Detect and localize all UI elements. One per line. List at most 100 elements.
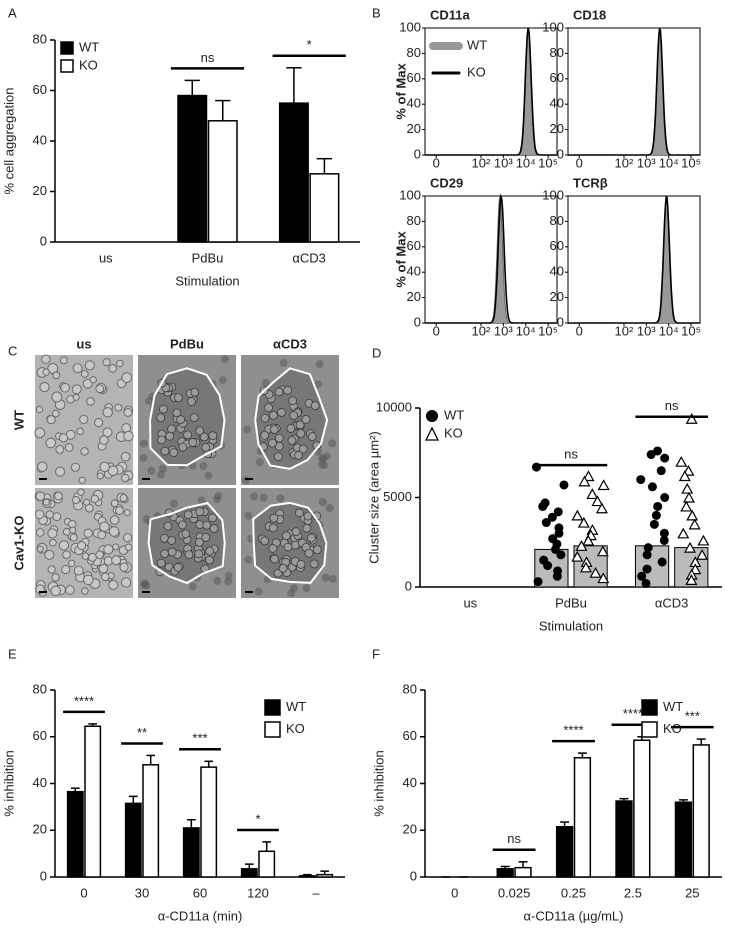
background-cell [157,470,166,479]
cluster-outline [147,501,226,585]
cluster-cell [167,536,177,545]
x-tick-label: 10² [615,155,634,170]
cluster-cell [303,511,313,521]
cell [76,427,84,436]
cluster-cell [178,520,187,530]
cluster-cell [160,446,170,456]
cell [44,549,55,560]
cell [99,521,110,532]
cluster-cell [260,413,270,423]
data-point [659,535,669,545]
y-tick-label: 60 [33,728,47,743]
cell [79,414,89,425]
cell [54,491,63,501]
cluster-cell [304,548,314,558]
x-tick-label: us [99,250,113,265]
x-tick-label: 10⁴ [659,323,679,338]
background-cell [279,359,288,368]
cell [55,466,66,477]
background-cell [259,493,268,502]
data-point [647,482,657,492]
bar [207,120,238,243]
y-tick-label: 0 [405,578,412,593]
y-axis-label: % of Max [393,231,408,288]
cell [46,415,56,425]
cell [123,407,133,417]
data-point [659,528,669,538]
y-tick-label: 0 [410,868,417,883]
cell [70,462,81,472]
panel-label: B [372,5,381,20]
significance-label: **** [623,706,643,721]
background-cell [250,492,259,501]
legend-swatch [60,41,74,55]
cluster-cell [268,544,278,553]
y-tick-label: 20 [33,822,47,837]
wt-histogram [568,196,700,324]
panel-title: CD18 [573,7,606,22]
x-tick-label: PdBu [192,250,224,265]
cell [68,559,76,567]
bar [177,94,208,243]
row-label: WT [11,410,26,430]
data-point [683,541,697,553]
background-cell [261,378,270,387]
data-point [595,502,608,514]
cell [121,372,133,383]
x-tick-label: 120 [247,885,269,900]
cell [124,543,133,551]
legend-label: WT [444,407,464,422]
cluster-cell [183,430,193,440]
cell [47,528,58,539]
cluster-cell [288,396,298,406]
data-point [541,518,551,528]
y-tick-label: 0 [40,868,47,883]
cell [69,526,77,534]
cell [82,378,93,389]
x-axis-label: α-CD11a (µg/mL) [523,908,623,923]
cell [115,506,124,516]
cell [108,364,118,373]
cell [37,461,48,472]
cell [81,587,89,595]
data-point [651,510,661,520]
cluster-cell [301,415,311,424]
legend-label: KO [79,57,98,72]
cluster-cell [295,420,305,430]
background-cell [224,571,233,580]
cluster-cell [287,436,297,445]
cluster-cell [296,429,306,438]
bar [615,800,633,878]
x-tick-label: 10³ [637,323,656,338]
cluster-cell [277,408,286,417]
bar [278,102,309,243]
cell [62,527,71,536]
cluster-cell [201,442,211,452]
cell [120,451,131,462]
cluster-cell [183,510,193,520]
legend-marker [424,426,440,441]
y-tick-label: 5000 [383,489,412,504]
significance-label: * [307,37,312,52]
cell [120,473,130,483]
bar [496,868,514,878]
data-point [575,540,588,551]
x-tick-label: αCD3 [292,250,326,265]
panel-label: C [8,343,17,358]
y-tick-label: 80 [407,213,421,228]
cluster-cell [274,433,284,443]
data-point [660,453,670,463]
y-tick-label: 20 [403,822,417,837]
bar [514,866,532,878]
background-cell [254,587,263,596]
data-point [582,534,595,546]
cell [41,354,51,364]
x-tick-label: 2.5 [624,885,642,900]
cluster-cell [269,425,279,435]
background-cell [224,577,233,586]
x-tick-label: 10³ [494,323,513,338]
cluster-cell [294,508,304,518]
x-tick-label: 10² [472,155,491,170]
cluster-outline [254,367,329,470]
cluster-cell [209,524,219,533]
